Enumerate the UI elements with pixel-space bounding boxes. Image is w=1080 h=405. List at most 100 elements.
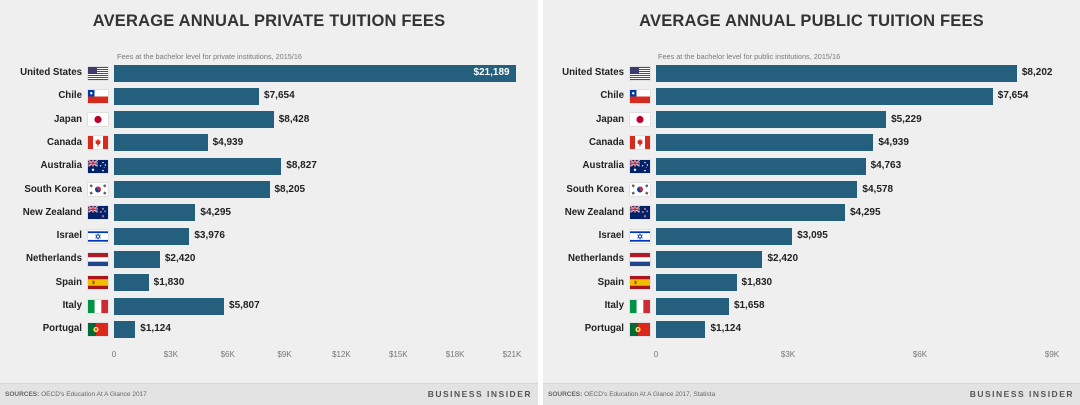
public-tuition-chart: AVERAGE ANNUAL PUBLIC TUITION FEES Fees … (543, 0, 1080, 405)
bar-italy (114, 297, 225, 315)
plot-area: United States $8,202 Chile $7,654 Japan $5,22… (543, 0, 1080, 380)
country-label-israel: Israel (56, 230, 82, 242)
value-label-canada: $4,939 (212, 136, 244, 148)
country-label-chile: Chile (600, 90, 624, 102)
country-label-japan: Japan (54, 113, 82, 125)
brand-wordmark: BUSINESS INSIDER (427, 389, 532, 399)
value-label-australia: $4,763 (870, 160, 902, 172)
spain-flag-icon (630, 276, 650, 290)
bar-canada (656, 134, 874, 152)
chart-subtitle: Fees at the bachelor level for private i… (117, 52, 302, 61)
bar-australia (656, 157, 866, 175)
country-label-australia: Australia (40, 160, 82, 172)
country-label-portugal: Portugal (584, 323, 624, 335)
bar-new-zealand (656, 204, 845, 222)
value-label-italy: $1,658 (733, 300, 765, 311)
italy-flag-icon (88, 299, 108, 313)
italy-flag-icon (630, 299, 650, 313)
bar-italy (656, 297, 729, 315)
source-note: SOURCES: OECD's Education At A Glance 20… (548, 384, 715, 405)
country-label-united-states: United States (20, 67, 82, 78)
country-label-italy: Italy (62, 300, 82, 311)
plot-area: United States $21,189 Chile $7,654 Japan $8,4… (0, 0, 538, 380)
country-label-israel: Israel (598, 230, 624, 242)
chile-flag-icon (88, 89, 108, 103)
source-label: SOURCES: (548, 391, 583, 398)
bar-spain (656, 274, 737, 292)
value-label-israel: $3,095 (797, 230, 828, 242)
source-note: SOURCES: OECD's Education At A Glance 20… (5, 384, 147, 405)
country-label-south-korea: South Korea (566, 183, 624, 195)
value-label-italy: $5,807 (229, 300, 260, 311)
value-label-spain: $1,830 (741, 276, 773, 288)
us-flag-icon (88, 66, 108, 80)
value-label-portugal: $1,124 (710, 323, 742, 335)
country-label-japan: Japan (596, 113, 624, 125)
bar-portugal (656, 320, 706, 338)
australia-flag-icon (88, 159, 108, 173)
chile-flag-icon (630, 89, 650, 103)
chart-title: AVERAGE ANNUAL PRIVATE TUITION FEES (92, 12, 446, 30)
chart-subtitle: Fees at the bachelor level for public in… (658, 52, 841, 61)
israel-flag-icon (88, 229, 108, 243)
bar-south-korea (114, 181, 270, 198)
country-label-spain: Spain (55, 276, 82, 288)
portugal-flag-icon (630, 322, 650, 336)
x-tick-label: $18K (445, 350, 465, 359)
x-tick-label: $9K (1044, 350, 1060, 359)
value-label-new-zealand: $4,295 (849, 206, 881, 218)
bar-portugal (114, 320, 136, 338)
bar-united-states (114, 64, 516, 82)
source-text: OECD's Education At A Glance 2017, Stati… (584, 391, 716, 398)
bar-australia (114, 157, 282, 175)
value-label-south-korea: $4,578 (862, 183, 894, 195)
us-flag-icon (630, 66, 650, 80)
footer: SOURCES: OECD's Education At A Glance 20… (543, 383, 1080, 405)
x-tick-label: $6K (220, 350, 235, 359)
country-label-netherlands: Netherlands (26, 253, 82, 265)
bar-israel (656, 227, 793, 245)
country-label-south-korea: South Korea (24, 183, 82, 195)
bar-spain (114, 274, 149, 292)
south-korea-flag-icon (88, 183, 108, 196)
bar-netherlands (114, 250, 160, 268)
value-label-netherlands: $2,420 (767, 253, 799, 265)
private-tuition-chart: AVERAGE ANNUAL PRIVATE TUITION FEES Fees… (0, 0, 538, 405)
australia-flag-icon (630, 159, 650, 173)
bar-new-zealand (114, 204, 196, 222)
x-tick-label: 0 (653, 350, 659, 359)
japan-flag-icon (88, 113, 108, 127)
value-label-spain: $1,830 (153, 276, 185, 288)
value-label-netherlands: $2,420 (164, 253, 196, 265)
x-tick-label: $3K (780, 350, 796, 359)
x-tick-label: 0 (111, 350, 117, 359)
country-label-spain: Spain (597, 276, 624, 288)
bar-chile (656, 87, 993, 105)
country-label-new-zealand: New Zealand (564, 206, 624, 218)
chart-title: AVERAGE ANNUAL PUBLIC TUITION FEES (639, 12, 984, 30)
bar-netherlands (656, 250, 763, 268)
bar-canada (114, 134, 208, 152)
x-tick-label: $6K (912, 350, 928, 359)
value-label-south-korea: $8,205 (274, 183, 306, 195)
country-label-new-zealand: New Zealand (22, 206, 82, 218)
value-label-portugal: $1,124 (140, 323, 171, 335)
country-label-italy: Italy (604, 300, 624, 311)
country-label-australia: Australia (582, 160, 624, 172)
bar-japan (114, 111, 274, 129)
netherlands-flag-icon (88, 252, 108, 266)
value-label-new-zealand: $4,295 (200, 206, 231, 218)
value-label-united-states: $21,189 (473, 67, 510, 78)
canada-flag-icon (88, 136, 108, 150)
bar-israel (114, 227, 190, 245)
brand-wordmark: BUSINESS INSIDER (969, 389, 1074, 399)
footer: SOURCES: OECD's Education At A Glance 20… (0, 383, 538, 405)
bar-japan (656, 111, 887, 129)
portugal-flag-icon (88, 322, 108, 336)
value-label-japan: $8,428 (278, 113, 310, 125)
country-label-canada: Canada (47, 136, 82, 148)
value-label-israel: $3,976 (194, 230, 225, 242)
south-korea-flag-icon (630, 183, 650, 196)
value-label-canada: $4,939 (878, 136, 909, 148)
country-label-portugal: Portugal (42, 323, 82, 335)
